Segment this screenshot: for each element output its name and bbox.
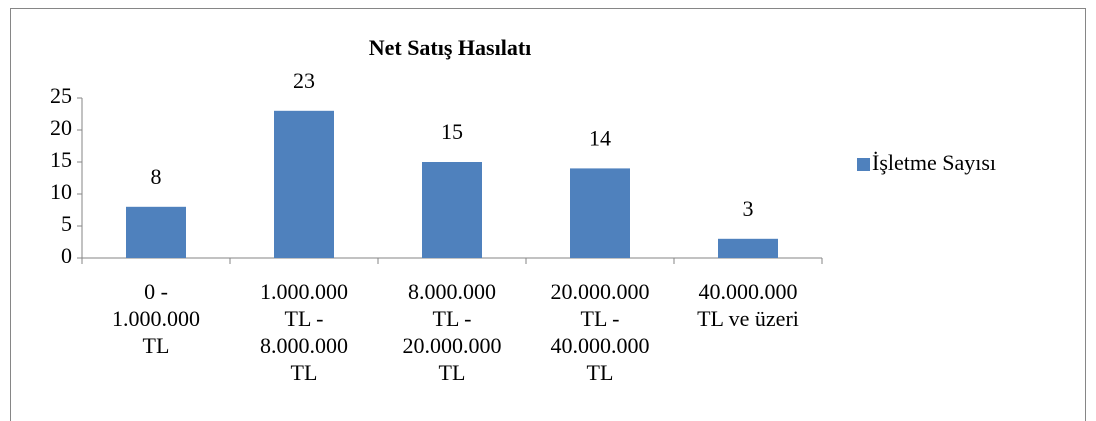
x-tick-label: 8.000.000 TL -20.000.000 TL — [403, 279, 502, 385]
y-tick-label: 25 — [50, 83, 72, 108]
x-tick-label: 40.000.000 TL ve üzeri — [697, 279, 799, 331]
data-label: 14 — [589, 125, 611, 150]
chart-border — [10, 8, 1086, 421]
y-tick-label: 0 — [61, 243, 72, 268]
bar — [718, 238, 778, 258]
y-tick-label: 15 — [50, 147, 72, 172]
data-label: 8 — [151, 164, 162, 189]
bar — [422, 162, 482, 258]
data-label: 15 — [441, 119, 463, 144]
x-tick-label: 1.000.000 TL -8.000.000 TL — [260, 279, 348, 385]
y-tick-label: 10 — [50, 179, 72, 204]
legend-label: İşletme Sayısı — [872, 150, 996, 175]
x-tick-label: 20.000.000 TL -40.000.000 TL — [551, 279, 650, 385]
data-label: 3 — [743, 196, 754, 221]
bar — [126, 206, 186, 258]
bar — [570, 168, 630, 258]
chart-title: Net Satış Hasılatı — [369, 35, 532, 60]
y-tick-label: 20 — [50, 115, 72, 140]
bar — [274, 110, 334, 258]
data-label: 23 — [293, 68, 315, 93]
y-tick-label: 5 — [61, 211, 72, 236]
x-tick-label: 0 -1.000.000 TL — [112, 279, 200, 358]
legend-swatch — [857, 158, 870, 171]
